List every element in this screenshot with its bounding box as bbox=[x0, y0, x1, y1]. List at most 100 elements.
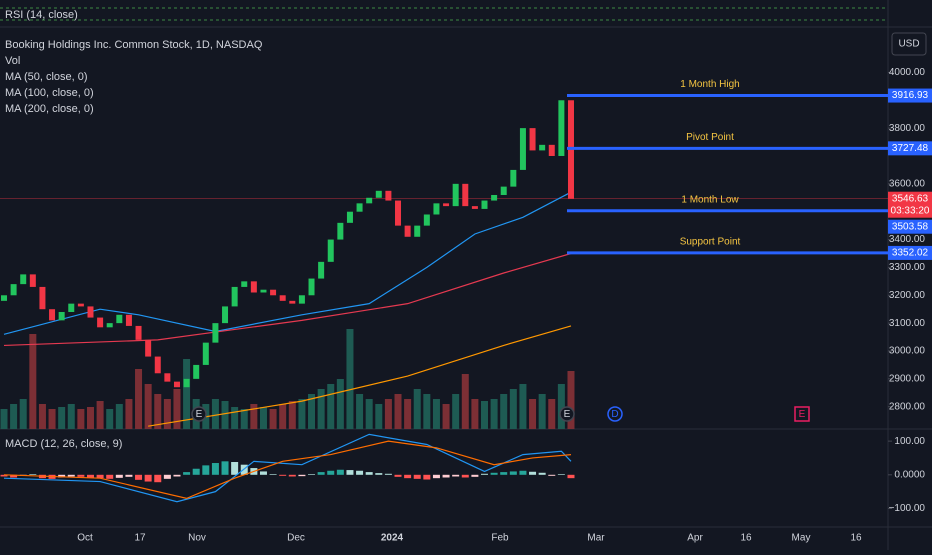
macd-histogram-bar bbox=[567, 474, 575, 479]
level-badge bbox=[888, 245, 932, 260]
countdown: 03:33:20 bbox=[891, 205, 930, 216]
candle bbox=[500, 186, 507, 195]
macd-histogram-bar bbox=[461, 474, 469, 478]
legend-ma: MA (200, close, 0) bbox=[5, 103, 94, 115]
candle bbox=[135, 325, 142, 340]
volume-bar bbox=[173, 389, 181, 429]
candle bbox=[558, 100, 565, 156]
x-tick-label: 17 bbox=[134, 533, 146, 544]
y-tick-label: 3200.00 bbox=[889, 290, 926, 301]
volume-bar bbox=[19, 399, 27, 429]
currency-button[interactable] bbox=[891, 32, 927, 56]
candle bbox=[404, 225, 411, 237]
volume-bar bbox=[490, 399, 498, 429]
x-tick-label: Dec bbox=[287, 533, 305, 544]
signal-line bbox=[3, 440, 572, 500]
macd-histogram-bar bbox=[346, 470, 354, 475]
macd-histogram-bar bbox=[183, 472, 191, 475]
candle bbox=[250, 281, 257, 293]
volume-bar bbox=[163, 399, 171, 429]
candle bbox=[279, 295, 286, 301]
macd-histogram-bar bbox=[221, 461, 229, 475]
volume-bar bbox=[115, 404, 123, 429]
macd-histogram-bar bbox=[471, 474, 479, 477]
legend-ma: MA (50, close, 0) bbox=[5, 71, 88, 83]
candle bbox=[298, 295, 305, 304]
event-label: D bbox=[611, 409, 618, 420]
candle bbox=[222, 306, 229, 324]
last-price-badge bbox=[888, 191, 932, 218]
volume-bar bbox=[384, 399, 392, 429]
volume-bar bbox=[375, 404, 383, 429]
macd-line bbox=[3, 433, 572, 503]
macd-histogram-bar bbox=[125, 474, 133, 477]
macd-histogram-bar bbox=[298, 474, 306, 477]
candle bbox=[29, 274, 36, 287]
candle bbox=[125, 314, 132, 326]
candle bbox=[270, 289, 277, 296]
candle bbox=[346, 211, 353, 223]
candle bbox=[193, 364, 200, 379]
volume-bar bbox=[10, 404, 18, 429]
x-tick-label: 16 bbox=[850, 533, 862, 544]
volume-bar bbox=[221, 401, 229, 429]
candle bbox=[471, 206, 478, 209]
volume-bar bbox=[509, 389, 517, 429]
y-tick-label: 2800.00 bbox=[889, 401, 926, 412]
x-tick-label: Feb bbox=[491, 533, 509, 544]
candle bbox=[241, 281, 248, 287]
x-tick-label: Apr bbox=[687, 533, 703, 544]
macd-histogram-bar bbox=[336, 469, 344, 475]
macd-histogram-bar bbox=[115, 474, 123, 478]
macd-histogram-bar bbox=[317, 472, 325, 475]
macd-histogram-bar bbox=[356, 470, 364, 475]
candle bbox=[318, 261, 325, 279]
event-badge bbox=[559, 406, 575, 422]
volume-bar bbox=[557, 384, 565, 429]
candle bbox=[20, 274, 27, 285]
macd-histogram-bar bbox=[29, 474, 37, 475]
candle bbox=[452, 183, 459, 207]
volume-bar bbox=[308, 394, 316, 429]
candle bbox=[173, 381, 180, 388]
volume-bar bbox=[432, 399, 440, 429]
candle bbox=[414, 225, 421, 237]
volume-bar bbox=[259, 407, 267, 429]
volume-bar bbox=[48, 409, 56, 429]
macd-histogram-bar bbox=[365, 472, 373, 475]
candle bbox=[385, 190, 392, 201]
y-tick-label: 3600.00 bbox=[889, 178, 926, 189]
macd-histogram-bar bbox=[269, 474, 277, 475]
event-label: E bbox=[196, 409, 203, 420]
last-price: 3546.63 bbox=[892, 193, 929, 204]
candle bbox=[106, 323, 113, 328]
volume-bar bbox=[394, 394, 402, 429]
candle bbox=[58, 311, 65, 321]
candle bbox=[529, 128, 536, 151]
y-tick-label: 4000.00 bbox=[889, 67, 926, 78]
macd-histogram-bar bbox=[557, 474, 565, 475]
y-tick-label: 100.00 bbox=[894, 436, 925, 447]
currency[interactable]: USD bbox=[898, 39, 919, 50]
macd-histogram-bar bbox=[259, 471, 267, 475]
event-label: E bbox=[564, 409, 571, 420]
x-tick-label: 16 bbox=[740, 533, 752, 544]
volume-bar bbox=[404, 399, 412, 429]
candle bbox=[308, 278, 315, 296]
volume-bar bbox=[423, 394, 431, 429]
macd-histogram-bar bbox=[452, 474, 460, 477]
volume-bar bbox=[346, 329, 354, 429]
candle bbox=[366, 197, 373, 204]
volume-bar bbox=[317, 389, 325, 429]
macd-histogram-bar bbox=[308, 474, 316, 475]
volume-bar bbox=[38, 404, 46, 429]
event-badge bbox=[607, 406, 623, 422]
macd-histogram-bar bbox=[384, 473, 392, 475]
candle bbox=[39, 286, 46, 310]
moving-average bbox=[3, 191, 572, 335]
volume-bar bbox=[519, 384, 527, 429]
y-tick-label: 0.0000 bbox=[894, 469, 925, 480]
candle bbox=[68, 303, 75, 312]
volume-bar bbox=[452, 394, 460, 429]
